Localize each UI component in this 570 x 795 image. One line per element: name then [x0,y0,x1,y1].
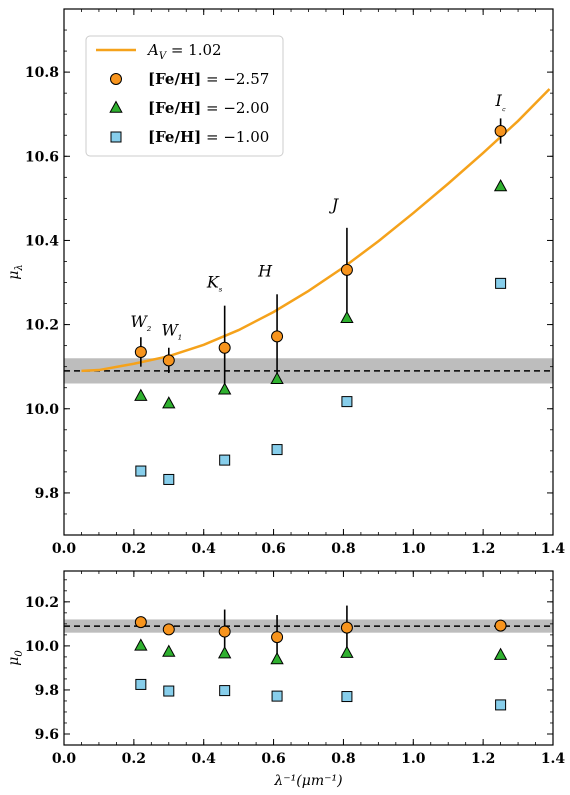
x-tick-label: 0.0 [52,751,77,767]
data-point-circle [134,616,147,629]
y-tick-label: 10.2 [25,318,59,334]
data-point-triangle [217,646,232,659]
data-point-circle [494,125,507,138]
x-tick-label: 1.4 [541,541,566,557]
data-point-square [219,454,231,466]
x-tick-label: 0.4 [192,751,217,767]
y-tick-label: 10.0 [25,402,59,418]
data-point-square [135,465,147,477]
legend-label: [Fe/H] = −1.00 [148,128,269,146]
data-point-circle [494,619,507,632]
y-tick-label: 9.6 [35,727,59,743]
legend-box [85,35,284,157]
band-label: I꜀ [495,91,506,113]
y-tick-label: 10.4 [25,233,59,249]
data-point-triangle [134,638,148,651]
data-point-triangle [134,388,148,401]
legend: AV = 1.02 [Fe/H] = −2.57 [Fe/H] = −2.00 [Fe… [85,35,284,157]
data-point-circle [162,354,175,367]
data-point-triangle [162,644,176,657]
data-point-triangle [162,396,176,409]
data-point-square [341,396,353,408]
data-point-square [341,691,353,703]
top-panel: 0.0 0.2 0.4 0.6 0.8 1.0 1.2 1.4 9.8 10.0 10.2 10.4 1… [6,8,566,557]
bottom-panel: 0.0 0.2 0.4 0.6 0.8 1.0 1.2 1.4 9.6 9.8 10.0 10.2 μ0… [6,570,566,789]
data-point-triangle [340,645,354,658]
extinction-curve [81,88,551,373]
data-point-square [219,685,231,697]
data-point-circle [340,263,353,276]
x-axis-label: λ⁻¹(μm⁻¹) [273,773,342,789]
x-tick-label: 0.6 [261,541,285,557]
data-point-triangle [270,651,284,665]
x-tick-label: 1.2 [471,541,495,557]
y-tick-label: 9.8 [35,683,59,699]
x-tick-label: 1.0 [401,541,426,557]
data-point-circle [271,330,284,343]
y-tick-label: 10.8 [25,65,59,81]
data-point-square [495,699,507,711]
legend-marker-square [110,131,122,143]
band-label: H [257,261,273,280]
y-axis-label: μ0 [6,650,25,666]
x-tick-label: 0.6 [261,751,285,767]
band-label: J [329,195,340,214]
x-tick-label: 1.4 [541,751,566,767]
band-label: W₁ [161,320,182,342]
data-point-square [495,277,507,289]
data-point-triangle [217,382,232,395]
band-label: W₂ [130,312,151,334]
x-tick-label: 0.8 [331,541,355,557]
x-tick-label: 0.4 [192,541,217,557]
y-axis-label: μλ [6,264,25,279]
x-tick-label: 0.8 [331,751,355,767]
data-point-circle [340,621,353,634]
data-point-circle [134,345,147,358]
x-tick-label: 1.0 [401,751,426,767]
data-point-circle [218,341,231,354]
y-tick-label: 9.8 [35,486,59,502]
data-point-square [271,444,283,456]
legend-marker-circle [110,73,122,85]
y-tick-label: 10.0 [25,639,59,655]
x-tick-label: 0.0 [52,541,77,557]
plot-frame [63,570,554,746]
legend-marker-triangle [109,100,123,113]
legend-label: [Fe/H] = −2.00 [148,99,269,117]
x-tick-label: 0.2 [122,751,146,767]
data-point-square [163,473,175,485]
y-tick-label: 10.2 [25,595,59,611]
data-point-circle [271,631,284,644]
data-point-triangle [340,310,354,324]
data-point-circle [218,625,231,638]
data-point-square [271,690,283,702]
data-point-square [135,678,147,690]
y-tick-label: 10.6 [25,149,59,165]
band-label: Kₛ [206,273,223,295]
legend-label: AV = 1.02 [146,41,222,62]
x-tick-label: 0.2 [122,541,146,557]
x-tick-label: 1.2 [471,751,495,767]
data-point-triangle [270,371,284,385]
data-point-triangle [493,647,508,660]
data-point-triangle [493,179,508,192]
data-point-circle [162,623,175,636]
legend-label: [Fe/H] = −2.57 [148,70,269,88]
data-point-square [163,685,175,697]
